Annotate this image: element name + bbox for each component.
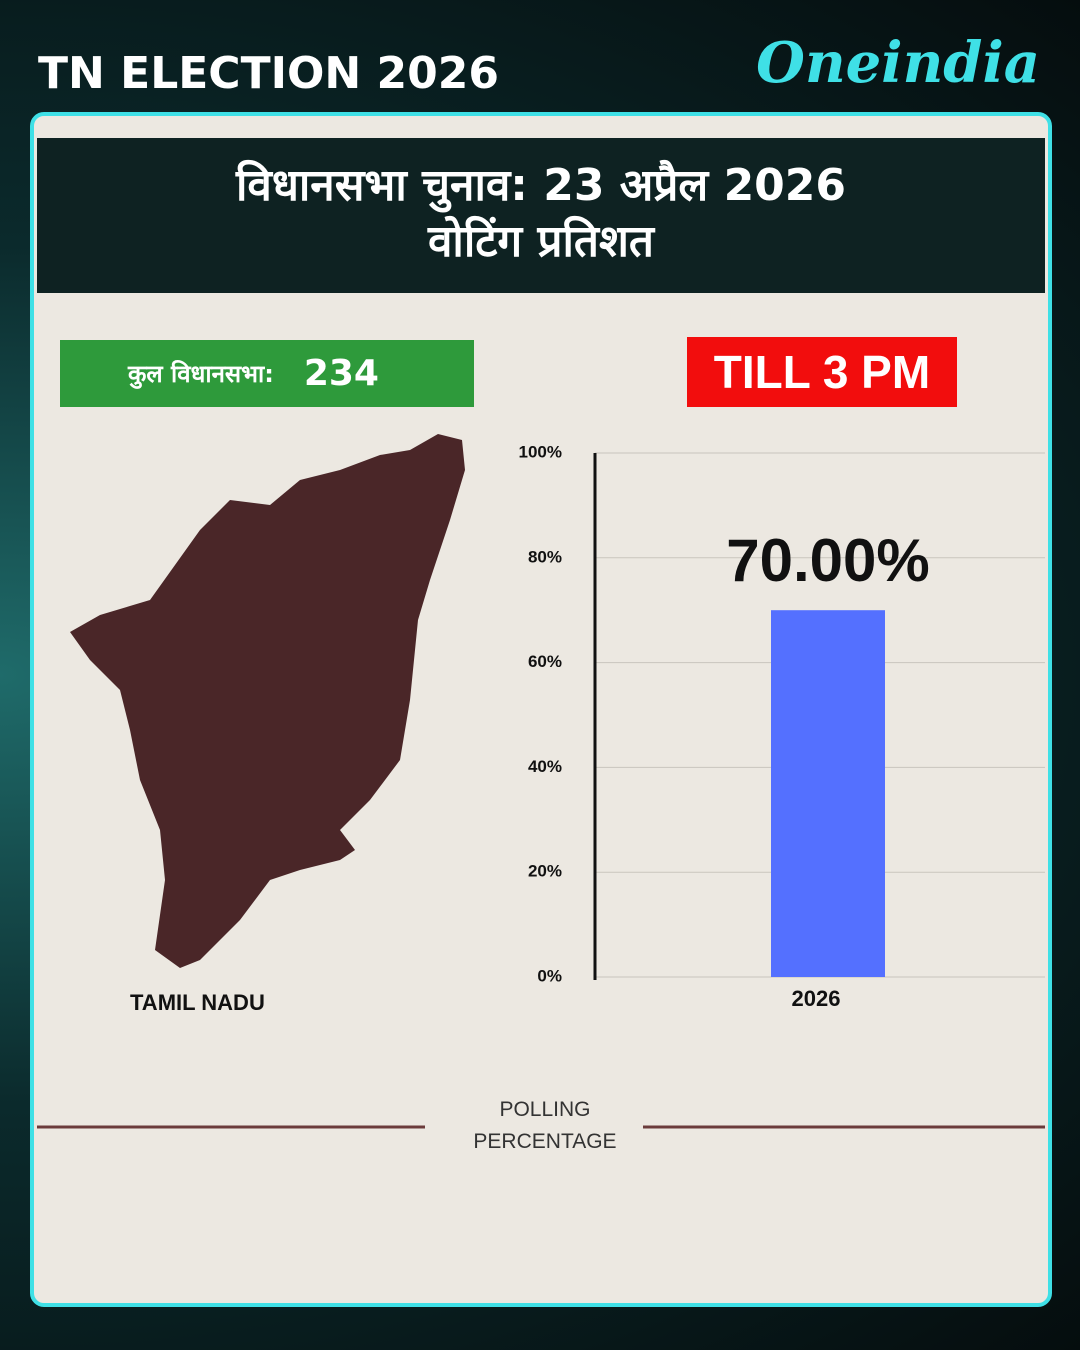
value-label: 70.00%: [726, 527, 930, 594]
brand-logo: Oneindia: [756, 30, 1040, 96]
map: [70, 434, 465, 968]
y-tick-label: 80%: [528, 547, 562, 566]
banner-line: वोटिंग प्रतिशत: [427, 216, 655, 267]
seats-value: 234: [303, 353, 379, 394]
seats-box: कुल विधानसभा: 234: [60, 340, 474, 407]
x-axis-label: POLLING PERCENTAGE: [473, 1098, 617, 1153]
y-tick-label: 100%: [519, 442, 562, 461]
bar: [771, 610, 885, 977]
x-tick-label: 2026: [792, 986, 841, 1011]
time-label: TILL 3 PM: [687, 337, 957, 407]
y-tick-label: 0%: [537, 966, 562, 985]
page-title: TN ELECTION 2026: [38, 48, 499, 99]
y-tick-label: 20%: [528, 862, 562, 881]
banner: विधानसभा चुनाव: 23 अप्रैल 2026 वोटिंग प्…: [37, 138, 1045, 293]
map-label: TAMIL NADU: [130, 990, 265, 1015]
seats-label: कुल विधानसभा:: [128, 360, 274, 388]
banner-line: विधानसभा चुनाव: 23 अप्रैल 2026: [235, 160, 847, 211]
y-tick-label: 40%: [528, 757, 562, 776]
y-tick-label: 60%: [528, 652, 562, 671]
